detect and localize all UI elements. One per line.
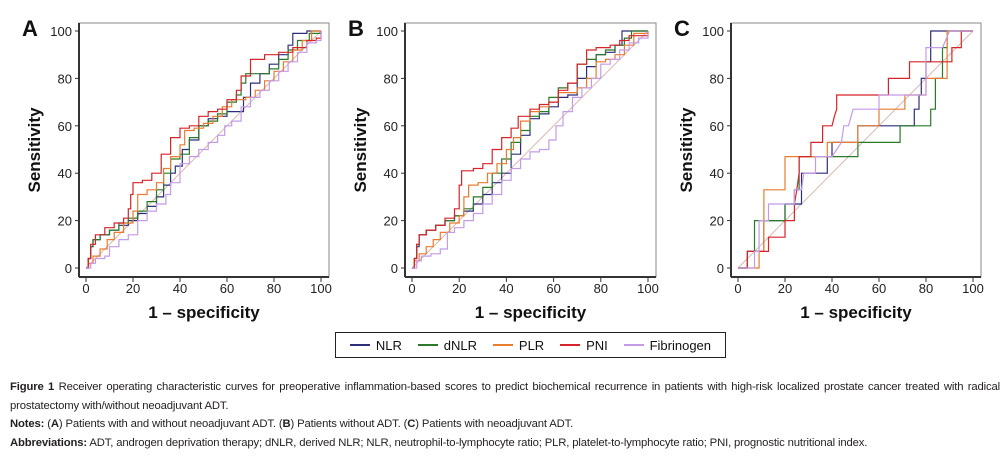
figure-caption: Figure 1 Receiver operating characterist… — [10, 378, 1000, 452]
panel-b-x-tick-label: 80 — [594, 281, 608, 296]
panel-a-letter: A — [22, 16, 38, 41]
panel-c-x-tick-label: 60 — [872, 281, 886, 296]
panel-b-x-tick-label: 40 — [499, 281, 513, 296]
caption-figure: Figure 1 Receiver operating characterist… — [10, 378, 1000, 415]
roc-figure: A 0 20 40 60 80 100 0 20 40 60 80 100 1 – specificity… — [22, 16, 984, 322]
panel-a-series-dnlr — [86, 31, 322, 269]
panel-a-y-tick-label: 100 — [50, 24, 72, 39]
caption-abbreviations: Abbreviations: ADT, androgen deprivation… — [10, 434, 1000, 453]
panel-a-x-tick-label: 60 — [220, 281, 234, 296]
panel-b-y-tick-label: 40 — [384, 166, 398, 181]
legend-swatch-dnlr — [417, 344, 438, 346]
panel-a-x-tick-label: 80 — [267, 281, 281, 296]
panel-a-x-tick-label: 40 — [173, 281, 187, 296]
panel-c-x-tick-label: 20 — [778, 281, 792, 296]
panel-c-x-tick-label: 0 — [734, 281, 741, 296]
legend-swatch-nlr — [349, 344, 370, 346]
panel-b-series-plr — [412, 31, 649, 269]
panel-a-x-tick-label: 0 — [82, 281, 89, 296]
panel-a-y-axis-title: Sensitivity — [25, 107, 44, 193]
panel-b-letter: B — [348, 16, 364, 41]
panel-b-x-tick-label: 60 — [546, 281, 560, 296]
panel-c-x-tick-label: 40 — [825, 281, 839, 296]
caption-notes: Notes: (A) Patients with and without neo… — [10, 418, 574, 430]
panel-c-x-tick-label: 80 — [919, 281, 933, 296]
legend: NLR dNLR PLR PNI Fibrinogen — [335, 332, 726, 358]
legend-item-fibrinogen: Fibrinogen — [623, 337, 712, 353]
notes-label: Notes: — [10, 418, 45, 430]
figure-text: Receiver operating characteristic curves… — [10, 381, 1000, 412]
panel-c-letter: C — [674, 16, 690, 41]
panel-c-x-tick-label: 100 — [962, 281, 984, 296]
legend-swatch-pni — [560, 344, 581, 346]
legend-label: NLR — [375, 337, 402, 353]
panel-c-y-tick-label: 80 — [710, 71, 724, 86]
panel-a-y-tick-label: 80 — [58, 71, 72, 86]
panel-b-series-pni — [412, 31, 649, 269]
panel-b-y-tick-label: 20 — [384, 214, 398, 229]
panel-c-y-tick-label: 0 — [717, 261, 724, 276]
panel-b-series-fibrinogen — [412, 31, 649, 269]
panel-c-y-tick-label: 20 — [710, 214, 724, 229]
panel-b-x-tick-label: 0 — [408, 281, 415, 296]
panel-a-y-tick-label: 0 — [65, 261, 72, 276]
panel-b-y-axis-title: Sensitivity — [351, 107, 370, 193]
panel-b-reference-line — [411, 30, 649, 269]
panel-a-y-tick-label: 20 — [58, 214, 72, 229]
panel-a-y-tick-label: 40 — [58, 166, 72, 181]
panel-a-series-plr — [86, 30, 321, 269]
abbrev-text: ADT, androgen deprivation therapy; dNLR,… — [89, 436, 868, 449]
legend-item-nlr: NLR — [349, 337, 402, 353]
panel-a-x-tick-label: 20 — [126, 281, 140, 296]
panel-c-y-tick-label: 100 — [702, 24, 724, 39]
panel-c-x-axis-title: 1 – specificity — [800, 303, 912, 322]
panel-a-x-tick-label: 100 — [310, 281, 332, 296]
panel-b-x-tick-label: 20 — [452, 281, 466, 296]
panel-b-x-tick-label: 100 — [637, 281, 659, 296]
legend-label: dNLR — [443, 337, 478, 353]
panel-b-y-tick-label: 0 — [391, 261, 398, 276]
panel-a-y-tick-label: 60 — [58, 119, 72, 134]
legend-label: PLR — [518, 337, 545, 353]
panel-c-reference-line — [737, 30, 974, 269]
panel-c-y-tick-label: 60 — [710, 119, 724, 134]
panel-b-y-tick-label: 60 — [384, 119, 398, 134]
legend-label: PNI — [586, 337, 608, 353]
legend-label: Fibrinogen — [649, 337, 712, 353]
legend-item-dnlr: dNLR — [417, 337, 478, 353]
panel-b-x-axis-title: 1 – specificity — [475, 303, 587, 322]
panel-a-series-fibrinogen — [86, 31, 322, 269]
panel-c-series-pni — [738, 30, 973, 269]
legend-swatch-fibrinogen — [623, 344, 644, 346]
figure-label: Figure 1 — [10, 381, 55, 393]
panel-c-y-axis-title: Sensitivity — [677, 107, 696, 193]
panel-c-y-tick-label: 40 — [710, 166, 724, 181]
legend-item-pni: PNI — [560, 338, 608, 353]
panel-c-series-fibrinogen — [738, 30, 973, 269]
panel-b-y-tick-label: 80 — [384, 71, 398, 86]
abbrev-label: Abbreviations: — [10, 436, 87, 449]
panel-a-x-axis-title: 1 – specificity — [148, 303, 260, 322]
panel-b-y-tick-label: 100 — [376, 24, 398, 39]
panel-a-series-pni — [86, 31, 322, 269]
legend-swatch-plr — [492, 344, 513, 346]
legend-item-plr: PLR — [492, 337, 545, 353]
